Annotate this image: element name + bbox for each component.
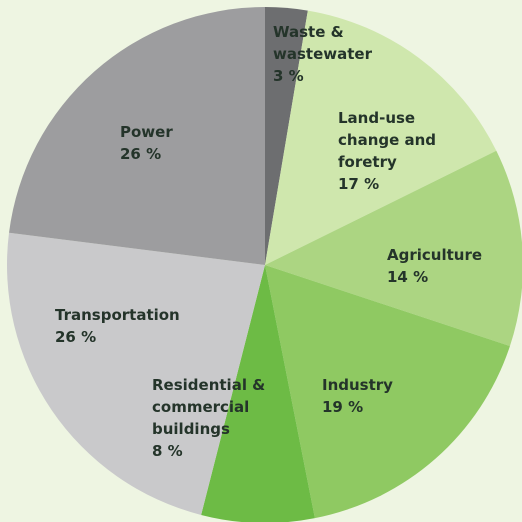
label-line: foretry — [338, 153, 397, 171]
value-label: 17 % — [338, 175, 379, 193]
slice-label: Transportation — [55, 306, 180, 324]
label-line: Land-use — [338, 109, 420, 127]
pie-slice — [201, 265, 315, 522]
slice-label: Power — [120, 123, 173, 141]
label-line: Agriculture — [387, 246, 482, 264]
slice-label: Waste & wastewater — [273, 23, 373, 63]
value-label: 19 % — [322, 398, 363, 416]
label-line: Power — [120, 123, 173, 141]
pie-slice — [265, 265, 510, 519]
pie-slice — [265, 150, 522, 347]
label-line: Waste & — [273, 23, 349, 41]
slice-label: Residential & commercial buildings — [152, 376, 270, 438]
pie-slice — [9, 7, 266, 265]
pie-slice — [6, 232, 265, 515]
slice-label: Agriculture — [387, 246, 482, 264]
value-label: 26 % — [55, 328, 96, 346]
slice-label: Industry — [322, 376, 393, 394]
label-line: Residential & — [152, 376, 270, 394]
label-line: commercial — [152, 398, 255, 416]
pie-slice — [265, 7, 308, 265]
label-line: Transportation — [55, 306, 180, 324]
pie-slice — [265, 10, 497, 266]
value-label: 8 % — [152, 442, 183, 460]
value-label: 3 % — [273, 67, 304, 85]
value-label: 14 % — [387, 268, 428, 286]
label-line: change and — [338, 131, 441, 149]
label-line: buildings — [152, 420, 230, 438]
slice-label: Land-use change and foretry — [338, 109, 441, 171]
value-label: 26 % — [120, 145, 161, 163]
label-line: wastewater — [273, 45, 373, 63]
label-line: Industry — [322, 376, 393, 394]
